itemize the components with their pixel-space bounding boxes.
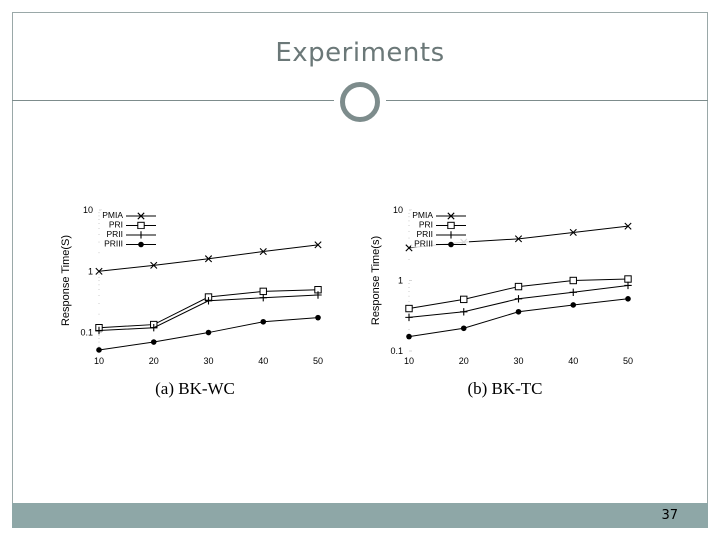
data-point-pri: [460, 295, 468, 304]
data-point-prii: [460, 308, 468, 316]
data-point-priii: [570, 302, 577, 308]
data-point-priii: [150, 339, 157, 345]
y-axis-label: Response Time(s): [370, 236, 382, 325]
legend-bg: [101, 210, 159, 219]
title-rule-right: [386, 100, 708, 101]
legend-label-prii: PRII: [106, 229, 123, 239]
data-point-pmia: [624, 222, 632, 230]
data-point-prii: [259, 294, 267, 302]
legend-bg: [411, 210, 469, 219]
x-tick-label: 30: [513, 356, 523, 366]
data-point-prii: [624, 281, 632, 290]
x-tick-label: 40: [568, 356, 578, 366]
data-point-prii: [204, 297, 213, 305]
data-point-prii: [314, 291, 322, 299]
slide-title: Experiments: [275, 38, 445, 68]
y-tick-label: 0.1: [80, 328, 93, 338]
chart-caption: (b) BK-TC: [467, 379, 542, 398]
series-pri: [95, 286, 322, 332]
data-point-priii: [625, 296, 631, 302]
data-point-prii: [514, 295, 523, 303]
legend-label-pri: PRI: [419, 220, 433, 230]
data-point-pmia: [259, 247, 267, 256]
series-line-priii: [408, 298, 629, 338]
legend-marker-pmia: [137, 212, 145, 220]
y-tick-label: 10: [83, 205, 93, 215]
legend-marker-pri: [137, 221, 145, 230]
slide-footer-bar: 37: [12, 503, 708, 528]
y-tick-label: 1: [88, 266, 93, 276]
legend-bg: [101, 229, 159, 238]
legend-marker-pri: [447, 221, 455, 230]
ring-ornament-icon: [340, 82, 380, 122]
legend-label-pmia: PMIA: [102, 210, 123, 220]
x-tick-label: 50: [623, 356, 633, 366]
legend-label-priii: PRIII: [414, 239, 433, 249]
data-point-priii: [260, 318, 267, 325]
legend-marker-priii: [138, 241, 144, 248]
x-tick-label: 20: [459, 356, 469, 366]
x-tick-label: 50: [313, 356, 323, 366]
data-point-pri: [259, 287, 267, 296]
legend-bg: [411, 238, 469, 248]
data-point-priii: [406, 333, 412, 340]
series-prii: [95, 291, 322, 335]
legend-bg: [101, 219, 159, 229]
legend-marker-pmia: [447, 212, 455, 220]
data-point-priii: [515, 308, 522, 315]
x-tick-label: 20: [149, 356, 159, 366]
data-point-priii: [460, 325, 467, 332]
data-point-priii: [96, 347, 102, 353]
data-point-pri: [569, 276, 577, 285]
data-point-pmia: [95, 267, 103, 275]
data-point-pmia: [150, 261, 158, 269]
y-tick-label: 1: [398, 276, 403, 286]
chart-caption: (a) BK-WC: [155, 379, 235, 398]
legend-marker-prii: [137, 231, 145, 239]
series-priii: [406, 296, 631, 340]
data-point-prii: [95, 326, 103, 335]
data-point-pri: [624, 275, 632, 283]
data-point-pmia: [514, 235, 523, 243]
series-pmia: [95, 241, 322, 275]
data-point-pmia: [204, 255, 213, 263]
legend-label-priii: PRIII: [104, 239, 123, 249]
data-point-pri: [514, 282, 523, 291]
data-point-prii: [405, 313, 413, 322]
legend-label-pmia: PMIA: [412, 210, 433, 220]
series-priii: [96, 314, 321, 353]
legend-bg: [411, 229, 469, 238]
data-point-prii: [150, 324, 158, 332]
legend-label-pri: PRI: [109, 220, 123, 230]
x-tick-label: 30: [203, 356, 213, 366]
series-pri: [405, 275, 632, 313]
data-point-priii: [315, 314, 321, 321]
data-point-prii: [569, 288, 577, 297]
page-number: 37: [661, 508, 678, 523]
data-point-pri: [405, 304, 413, 313]
title-rule-left: [12, 100, 334, 101]
y-tick-label: 10: [393, 205, 403, 215]
x-tick-label: 40: [258, 356, 268, 366]
y-tick-label: 0.1: [390, 346, 403, 356]
data-point-pmia: [314, 241, 322, 249]
legend-marker-prii: [447, 231, 455, 239]
legend-marker-priii: [448, 241, 454, 248]
legend-label-prii: PRII: [416, 229, 433, 239]
x-tick-label: 10: [94, 356, 104, 366]
data-point-priii: [205, 329, 212, 336]
legend-bg: [101, 238, 159, 248]
legend-bg: [411, 219, 469, 229]
y-axis-label: Response Time(S): [60, 235, 72, 326]
data-point-pmia: [569, 228, 577, 237]
series-prii: [405, 281, 632, 322]
x-tick-label: 10: [404, 356, 414, 366]
